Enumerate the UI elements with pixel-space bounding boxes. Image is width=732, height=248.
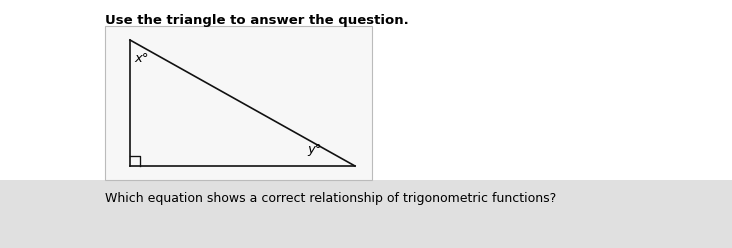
- Text: y°: y°: [307, 143, 321, 156]
- Text: Use the triangle to answer the question.: Use the triangle to answer the question.: [105, 14, 408, 27]
- Text: Which equation shows a correct relationship of trigonometric functions?: Which equation shows a correct relations…: [105, 192, 556, 205]
- Bar: [0, 180, 732, 248]
- Bar: [105, 26, 372, 180]
- Text: x°: x°: [134, 52, 149, 65]
